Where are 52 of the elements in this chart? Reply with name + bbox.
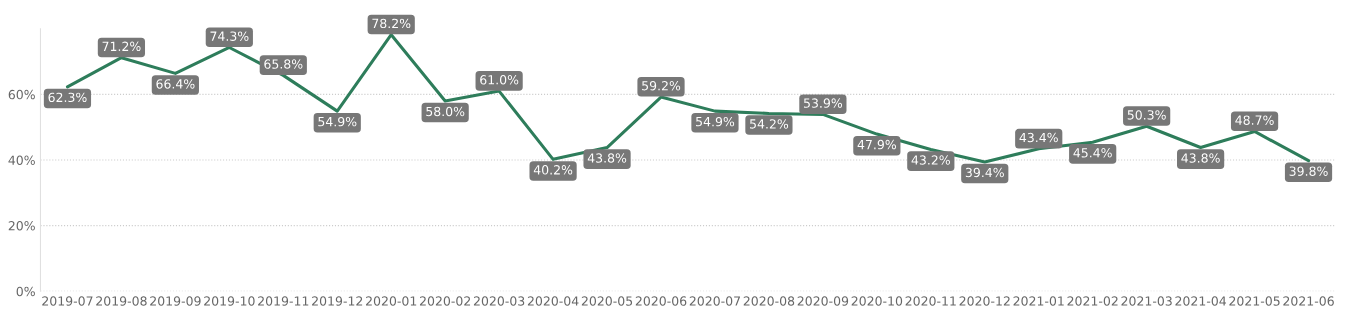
- x-tick-label: 2020-01: [366, 296, 417, 306]
- data-label: 54.2%: [750, 119, 789, 129]
- x-tick-label: 2020-06: [635, 296, 687, 306]
- data-label: 43.8%: [587, 153, 627, 163]
- y-tick-label: 20%: [8, 221, 35, 231]
- data-label: 54.9%: [696, 116, 735, 127]
- x-tick-label: 2019-07: [42, 296, 93, 306]
- data-label: 78.2%: [372, 18, 411, 29]
- x-tick-label: 2020-07: [689, 296, 741, 306]
- data-label: 39.4%: [965, 167, 1004, 178]
- x-tick-label: 2020-03: [473, 296, 525, 306]
- data-label: 65.8%: [264, 59, 303, 69]
- x-tick-label: 2019-08: [96, 296, 147, 306]
- data-label: 58.0%: [426, 106, 465, 117]
- x-tick-label: 2021-02: [1067, 296, 1118, 306]
- data-label: 62.3%: [48, 92, 87, 103]
- x-tick-label: 2021-03: [1121, 296, 1172, 306]
- y-tick-label: 60%: [8, 89, 35, 100]
- x-tick-label: 2019-10: [204, 296, 255, 306]
- x-tick-label: 2019-11: [258, 296, 309, 306]
- x-tick-label: 2021-04: [1175, 296, 1227, 306]
- x-tick-label: 2019-12: [312, 296, 363, 306]
- data-label: 45.4%: [1073, 148, 1112, 158]
- x-tick-label: 2020-11: [905, 296, 956, 306]
- data-label: 71.2%: [102, 41, 141, 52]
- x-tick-label: 2021-06: [1283, 296, 1334, 306]
- x-tick-label: 2019-09: [150, 296, 201, 306]
- x-tick-label: 2020-12: [959, 296, 1010, 306]
- data-label: 48.7%: [1235, 115, 1274, 125]
- data-label: 61.0%: [480, 75, 519, 85]
- data-label: 59.2%: [642, 80, 681, 91]
- data-label: 66.4%: [156, 79, 195, 89]
- y-tick-label: 40%: [8, 155, 35, 165]
- data-label: 43.4%: [1019, 132, 1058, 143]
- x-tick-label: 2021-01: [1013, 296, 1064, 306]
- data-label: 50.3%: [1127, 110, 1166, 120]
- data-label: 43.8%: [1181, 153, 1220, 163]
- data-label: 53.9%: [804, 98, 843, 108]
- data-label: 43.2%: [911, 155, 950, 165]
- x-tick-label: 2020-02: [419, 296, 471, 306]
- data-label: 47.9%: [857, 139, 897, 150]
- x-tick-label: 2020-09: [797, 296, 849, 306]
- x-tick-label: 2020-10: [851, 296, 903, 306]
- x-tick-label: 2021-05: [1229, 296, 1280, 306]
- x-tick-label: 2020-04: [527, 296, 579, 306]
- data-label: 39.8%: [1289, 166, 1328, 176]
- data-label: 54.9%: [318, 116, 357, 127]
- data-label: 40.2%: [533, 165, 573, 175]
- x-tick-label: 2020-05: [581, 296, 633, 306]
- y-tick-label: 0%: [16, 286, 35, 297]
- x-tick-label: 2020-08: [743, 296, 795, 306]
- data-label: 74.3%: [210, 31, 249, 41]
